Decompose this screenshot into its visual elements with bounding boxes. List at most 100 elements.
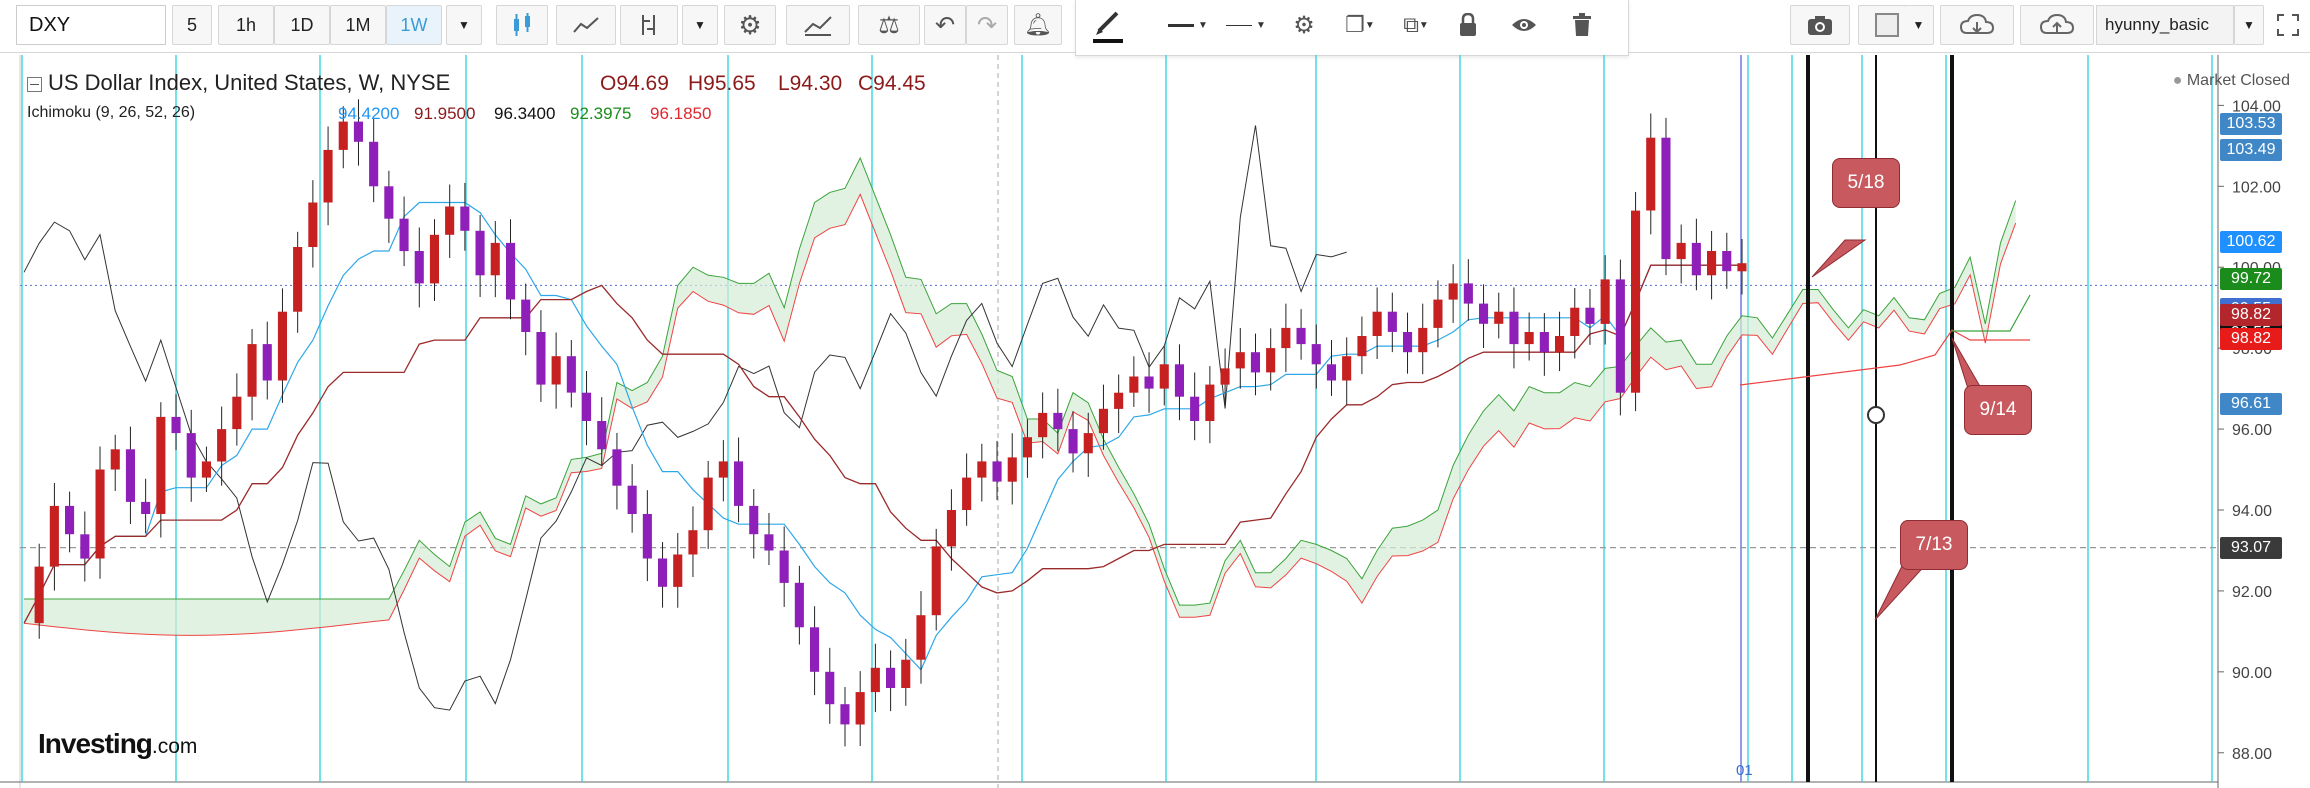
brush-button[interactable]	[1084, 5, 1132, 45]
candle	[840, 704, 850, 725]
anchor-handle[interactable]	[1867, 406, 1885, 424]
candle	[582, 392, 592, 421]
visibility-button[interactable]	[1504, 5, 1544, 45]
candle	[779, 550, 789, 583]
drawing-settings-button[interactable]: ⚙	[1284, 5, 1324, 45]
compare-icon	[642, 15, 655, 35]
y-tick-label: 96.00	[2232, 422, 2272, 439]
clone-button[interactable]: ⧉ ▼	[1392, 5, 1440, 45]
ohlc-low: L94.30	[778, 72, 843, 95]
price-label: 103.49	[2220, 139, 2282, 161]
chikou-span	[23, 125, 1347, 711]
symbol-title: US Dollar Index, United States, W, NYSE	[27, 70, 450, 96]
price-chart[interactable]: 104.00102.00100.0098.0096.0094.0092.0090…	[0, 55, 2310, 788]
fullscreen-button[interactable]	[2268, 5, 2308, 45]
delete-drawing-button[interactable]	[1562, 5, 1602, 45]
user-dropdown-button[interactable]: ▼	[2234, 5, 2264, 45]
candle	[870, 667, 880, 693]
collapse-icon[interactable]	[27, 76, 42, 92]
candle	[1022, 437, 1032, 458]
y-tick-label: 88.00	[2232, 746, 2272, 763]
chevron-down-icon: ▼	[1912, 18, 1925, 32]
square-icon	[1875, 13, 1899, 37]
candle	[901, 659, 911, 688]
indicators-icon	[804, 16, 832, 36]
price-label: 96.61	[2220, 393, 2282, 416]
alert-button[interactable]: 🔔︎	[1014, 5, 1062, 45]
layers-button[interactable]: ❐ ▼	[1336, 5, 1384, 45]
candle	[95, 469, 105, 559]
candle	[125, 449, 135, 502]
interval-dropdown-button[interactable]: ▼	[446, 5, 482, 45]
compare-button[interactable]	[620, 5, 678, 45]
logo-suffix: .com	[151, 735, 198, 758]
balance-scale-icon: ⚖	[878, 11, 900, 39]
line-width-button[interactable]: ▼	[1218, 5, 1274, 45]
candles-type-button[interactable]	[496, 5, 548, 45]
candle	[718, 461, 728, 478]
date-callout[interactable]: 7/13	[1900, 520, 1968, 570]
indicator-value: 96.1850	[650, 104, 712, 123]
symbol-input[interactable]	[16, 5, 166, 45]
interval-1h-button[interactable]: 1h	[218, 5, 274, 45]
chevron-down-icon: ▼	[1418, 19, 1429, 31]
chart-area[interactable]: 104.00102.00100.0098.0096.0094.0092.0090…	[0, 55, 2310, 788]
date-callout[interactable]: 9/14	[1964, 385, 2032, 435]
interval-1m-button[interactable]: 1M	[330, 5, 386, 45]
load-layout-button[interactable]	[1940, 5, 2014, 45]
x-tick-label: 01	[1736, 762, 1753, 779]
template-dropdown-button[interactable]: ▼	[1904, 5, 1934, 45]
candle	[612, 449, 622, 486]
candle	[34, 566, 44, 624]
candle	[277, 311, 287, 381]
indicators-button[interactable]	[786, 5, 850, 45]
candle	[293, 247, 303, 312]
interval-1d-button[interactable]: 1D	[274, 5, 330, 45]
candle	[1448, 283, 1458, 300]
ichimoku-cloud	[24, 158, 2016, 636]
date-callout[interactable]: 5/18	[1832, 158, 1900, 208]
candle	[201, 461, 211, 478]
candle	[217, 429, 227, 462]
line-type-button[interactable]	[556, 5, 616, 45]
compare-dropdown-button[interactable]: ▼	[682, 5, 718, 45]
candle	[1403, 332, 1413, 353]
layers-icon: ❐	[1345, 12, 1365, 37]
candle	[992, 461, 1002, 482]
username-label: hyunny_basic	[2105, 15, 2209, 34]
candle	[764, 534, 774, 551]
save-layout-button[interactable]	[2020, 5, 2094, 45]
compare-scale-button[interactable]: ⚖	[858, 5, 920, 45]
candle	[1296, 327, 1306, 345]
interval-5m-button[interactable]: 5	[172, 5, 212, 45]
area-chart-icon	[573, 17, 599, 33]
price-label: 98.82	[2220, 327, 2282, 350]
candle	[399, 218, 409, 252]
chart-settings-button[interactable]: ⚙	[724, 5, 776, 45]
candle	[1357, 336, 1367, 357]
lock-button[interactable]	[1448, 5, 1488, 45]
pencil-icon	[1093, 11, 1123, 43]
candle	[1433, 299, 1443, 328]
undo-button[interactable]: ↶	[924, 5, 966, 45]
candle	[1631, 210, 1641, 393]
interval-1w-button[interactable]: 1W	[386, 5, 442, 45]
chevron-down-icon: ▼	[2243, 18, 2255, 32]
user-menu-button[interactable]: hyunny_basic	[2096, 5, 2234, 45]
line-style-button[interactable]: ▼	[1162, 5, 1214, 45]
lock-icon	[1460, 13, 1476, 36]
screenshot-button[interactable]	[1790, 5, 1850, 45]
redo-button[interactable]: ↷	[966, 5, 1008, 45]
candle	[1524, 332, 1534, 345]
candle	[490, 242, 500, 276]
senkou-span-a	[24, 156, 2017, 606]
projection-line	[1739, 329, 2030, 386]
callout-pointer	[1811, 239, 1867, 278]
candle	[521, 299, 531, 332]
candle	[1555, 336, 1565, 353]
logo-main: Investing	[38, 728, 153, 759]
candle	[734, 461, 744, 506]
candle	[1053, 412, 1063, 430]
candle	[886, 667, 896, 688]
candle	[1235, 352, 1245, 369]
